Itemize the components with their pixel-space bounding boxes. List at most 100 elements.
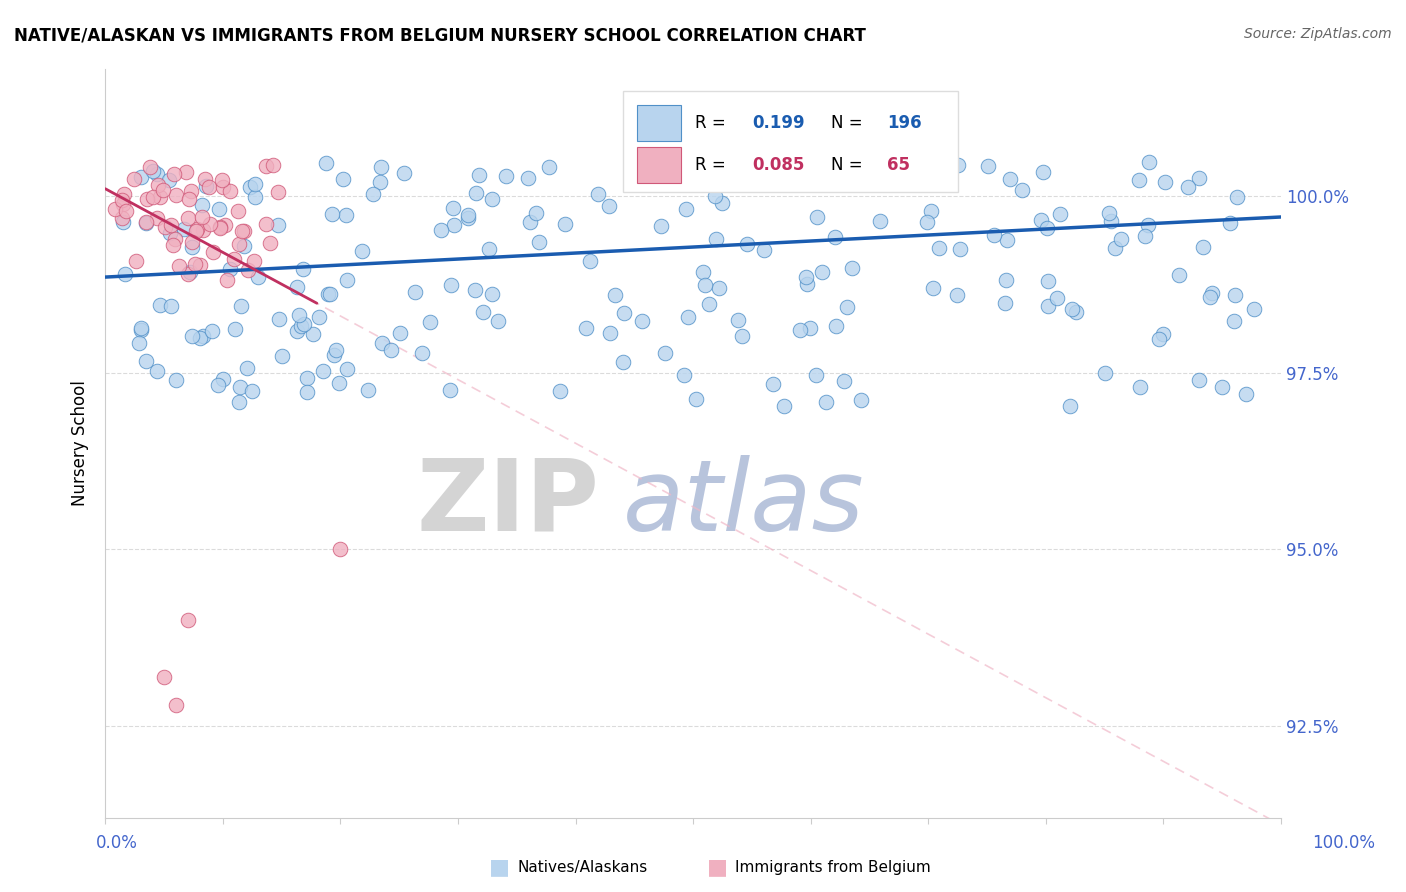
Point	[1032, 165, 1054, 179]
Point	[218, 261, 240, 276]
Point	[228, 394, 250, 409]
Point	[1137, 219, 1160, 233]
Point	[176, 613, 198, 627]
Bar	[623, 91, 957, 192]
Point	[332, 171, 354, 186]
Point	[804, 368, 827, 383]
Point	[915, 215, 938, 229]
Point	[1094, 366, 1116, 380]
Point	[554, 217, 576, 231]
Point	[894, 164, 917, 178]
Point	[612, 354, 634, 368]
Point	[631, 314, 654, 328]
Point	[173, 222, 195, 236]
Point	[1038, 299, 1060, 313]
Point	[388, 326, 411, 340]
Text: 196: 196	[887, 114, 922, 132]
Point	[163, 232, 186, 246]
Text: N =: N =	[831, 156, 868, 174]
Point	[149, 298, 172, 312]
Point	[229, 379, 252, 393]
Point	[207, 377, 229, 392]
Point	[295, 385, 318, 400]
Text: atlas: atlas	[623, 455, 865, 551]
Point	[114, 267, 136, 281]
Point	[160, 219, 183, 233]
Point	[329, 542, 352, 557]
Point	[122, 172, 145, 186]
Point	[186, 224, 208, 238]
Point	[727, 313, 749, 327]
Text: 65: 65	[887, 156, 910, 174]
Point	[179, 265, 201, 279]
Point	[139, 160, 162, 174]
Point	[236, 262, 259, 277]
Point	[995, 233, 1018, 247]
Point	[419, 315, 441, 329]
Point	[163, 167, 186, 181]
Point	[287, 308, 309, 322]
Point	[142, 164, 165, 178]
Point	[112, 187, 135, 202]
Point	[517, 171, 540, 186]
Point	[159, 299, 181, 313]
Text: Source: ZipAtlas.com: Source: ZipAtlas.com	[1244, 27, 1392, 41]
Text: Natives/Alaskans: Natives/Alaskans	[517, 860, 648, 874]
Point	[236, 361, 259, 376]
Point	[146, 211, 169, 225]
Point	[789, 323, 811, 337]
Point	[336, 273, 359, 287]
Point	[613, 306, 636, 320]
Point	[1064, 304, 1087, 318]
Point	[815, 395, 838, 409]
Point	[524, 206, 547, 220]
Point	[465, 186, 488, 200]
Point	[267, 219, 290, 233]
Point	[125, 254, 148, 268]
Point	[921, 281, 943, 295]
Y-axis label: Nursery School: Nursery School	[72, 380, 89, 506]
Point	[208, 202, 231, 216]
Point	[1147, 332, 1170, 346]
Point	[928, 241, 950, 255]
Point	[191, 210, 214, 224]
Point	[832, 374, 855, 388]
Point	[112, 197, 135, 211]
Point	[527, 235, 550, 250]
Point	[188, 330, 211, 344]
Point	[735, 236, 758, 251]
Point	[1199, 290, 1222, 304]
Point	[325, 343, 347, 357]
Point	[579, 254, 602, 268]
Point	[550, 384, 572, 399]
Point	[129, 169, 152, 184]
Point	[153, 669, 176, 683]
Point	[1129, 379, 1152, 393]
Point	[153, 219, 176, 234]
Point	[290, 318, 312, 333]
Point	[1036, 274, 1059, 288]
Text: ■: ■	[489, 857, 509, 877]
Point	[328, 376, 350, 390]
Point	[440, 278, 463, 293]
Point	[211, 173, 233, 187]
Point	[1139, 155, 1161, 169]
Point	[135, 354, 157, 368]
Point	[194, 171, 217, 186]
Text: ZIP: ZIP	[416, 455, 599, 551]
Bar	[637, 147, 682, 183]
Point	[825, 319, 848, 334]
Point	[177, 211, 200, 225]
Point	[321, 207, 343, 221]
Point	[111, 211, 134, 225]
Point	[194, 179, 217, 194]
Point	[152, 183, 174, 197]
Text: N =: N =	[831, 114, 868, 132]
Point	[495, 169, 517, 183]
Point	[1098, 206, 1121, 220]
Point	[481, 287, 503, 301]
Point	[441, 202, 464, 216]
Point	[136, 192, 159, 206]
Point	[603, 288, 626, 302]
Point	[246, 269, 269, 284]
